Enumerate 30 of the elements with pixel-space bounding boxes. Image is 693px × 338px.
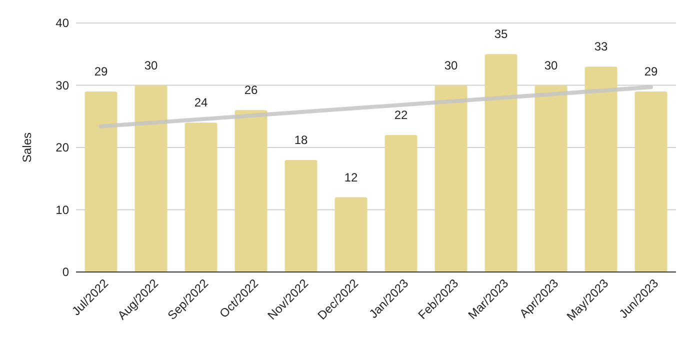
bar — [484, 54, 518, 272]
data-label: 30 — [144, 58, 158, 72]
y-axis-title: Sales — [20, 132, 34, 163]
bar — [434, 85, 468, 272]
y-tick-label: 10 — [56, 202, 70, 217]
data-label: 24 — [194, 96, 208, 110]
y-tick-label: 20 — [56, 140, 70, 154]
data-label: 30 — [544, 58, 558, 72]
bar — [584, 66, 618, 272]
y-tick-label: 30 — [56, 78, 70, 92]
data-label: 29 — [644, 64, 658, 78]
data-label: 22 — [394, 108, 408, 122]
data-label: 30 — [444, 58, 458, 72]
data-label: 29 — [94, 64, 108, 78]
y-tick-label: 0 — [62, 265, 70, 279]
data-label: 12 — [344, 170, 358, 184]
bar — [384, 135, 418, 272]
bar — [334, 197, 368, 272]
bar — [634, 91, 668, 272]
y-tick-label: 40 — [56, 16, 70, 30]
bar — [184, 122, 218, 272]
bar — [534, 85, 568, 272]
data-label: 18 — [294, 132, 308, 147]
data-label: 33 — [594, 40, 608, 54]
bar — [234, 110, 268, 272]
data-label: 26 — [244, 83, 258, 98]
bar — [84, 91, 118, 272]
bar — [284, 160, 318, 272]
data-label: 35 — [494, 27, 508, 42]
bar — [134, 85, 168, 272]
